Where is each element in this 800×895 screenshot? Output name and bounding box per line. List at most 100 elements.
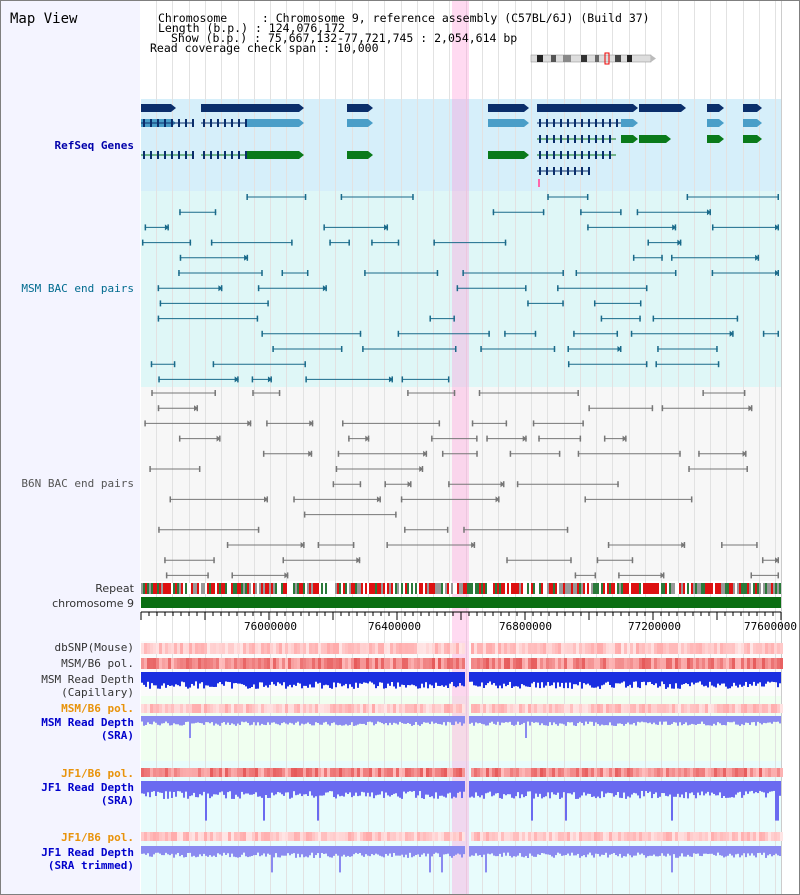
msm-depth-cap-bar [535, 672, 537, 688]
jf1-pol2-cell [558, 832, 561, 841]
msm-pol2-cell [684, 704, 687, 713]
repeat-block [745, 583, 747, 594]
jf1-pol2-cell [267, 832, 270, 841]
msm-pol2-cell [705, 704, 708, 713]
jf1-pol-cell [642, 768, 645, 777]
repeat-block [211, 583, 213, 594]
msm-bac-pair-end [261, 270, 263, 276]
jf1-depth-trim-bar [459, 846, 461, 855]
chromosome-ideogram[interactable] [529, 52, 659, 66]
gene-exon [567, 167, 569, 175]
msm-bac-pair-end [616, 330, 619, 337]
jf1-depth-trim-bar [349, 846, 351, 857]
jf1-depth-trim-bar [413, 846, 415, 857]
jf1-pol-cell [705, 768, 708, 777]
jf1-pol2-cell [369, 832, 372, 841]
gene-exon [581, 119, 583, 127]
msm-depth-sra-bar [379, 716, 381, 723]
grid-line [189, 1, 190, 894]
label-b6n-bac[interactable]: B6N BAC end pairs [21, 477, 134, 490]
label-refseq[interactable]: RefSeq Genes [54, 139, 134, 152]
msm-bac-pair-arrow [244, 254, 249, 261]
msm-pol2-cell [687, 704, 690, 713]
jf1-pol-cell [711, 768, 714, 777]
msm-pol-cell [429, 658, 432, 669]
msm-depth-sra-bar [179, 716, 181, 726]
jf1-pol-cell [387, 768, 390, 777]
jf1-depth-sra-bar [307, 781, 309, 796]
msm-depth-cap-bar [161, 672, 163, 686]
jf1-pol-cell [249, 768, 252, 777]
jf1-depth-sra-bar [647, 781, 649, 793]
repeat-block [493, 583, 495, 594]
msm-pol2-cell [459, 704, 462, 713]
msm-depth-cap-bar [297, 672, 299, 683]
selection-highlight[interactable] [452, 1, 469, 894]
msm-pol-cell [342, 658, 345, 669]
msm-depth-cap-bar [397, 672, 399, 683]
msm-depth-sra-bar [583, 716, 585, 726]
msm-depth-cap-bar [673, 672, 675, 689]
jf1-depth-trim-bar [671, 846, 673, 873]
msm-pol-cell [393, 658, 396, 669]
msm-pol-cell [588, 658, 591, 669]
jf1-depth-sra-bar [695, 781, 697, 799]
msm-depth-sra-bar [321, 716, 323, 725]
msm-depth-sra-bar [481, 716, 483, 724]
msm-bac-pair-end [547, 194, 549, 200]
b6n-bac-pair-end [446, 526, 449, 533]
b6n-bac-pair-end [453, 390, 456, 396]
jf1-depth-sra-bar [349, 781, 351, 793]
show-value: 75,667,132-77,721,745 : 2,054,614 bp [267, 31, 518, 45]
jf1-depth-sra-bar [359, 781, 361, 796]
label-msm-bac[interactable]: MSM BAC end pairs [21, 282, 134, 295]
jf1-pol2-cell [384, 832, 387, 841]
jf1-pol2-cell [648, 832, 651, 841]
msm-pol-cell [774, 658, 777, 669]
b6n-bac-pair-end [386, 542, 388, 548]
gene-exon [178, 119, 180, 127]
msm-bac-pair-arrow [218, 285, 223, 292]
jf1-depth-sra-bar [219, 781, 221, 793]
msm-pol-cell [750, 658, 753, 669]
msm-bac-pair-end [573, 330, 575, 337]
dbsnp-cell [396, 643, 399, 654]
b6n-bac-pair-end [505, 420, 508, 427]
jf1-pol2-cell [600, 832, 603, 841]
repeat-block [697, 583, 699, 594]
label-repeat: Repeat [95, 582, 134, 595]
dbsnp-cell [390, 643, 393, 654]
msm-depth-cap-bar [295, 672, 297, 686]
msm-depth-cap-bar [237, 672, 239, 684]
msm-depth-cap-bar [497, 672, 499, 689]
msm-depth-cap-bar [619, 672, 621, 684]
gene-exon [574, 119, 576, 127]
msm-pol-cell [153, 658, 156, 669]
msm-depth-cap-bar [151, 672, 153, 684]
msm-pol2-cell [546, 704, 549, 713]
repeat-block [215, 583, 217, 594]
jf1-depth-sra-bar [505, 781, 507, 796]
msm-depth-sra-bar [363, 716, 365, 724]
msm-pol2-cell [507, 704, 510, 713]
gene-exon [157, 151, 159, 159]
jf1-depth-sra-bar [593, 781, 595, 797]
repeat-block [661, 583, 663, 594]
msm-depth-cap-bar [459, 672, 461, 684]
jf1-depth-sra-bar [757, 781, 759, 794]
dbsnp-cell [750, 643, 753, 654]
jf1-depth-sra-bar [331, 781, 333, 792]
msm-pol-cell [609, 658, 612, 669]
dbsnp-cell [438, 643, 441, 654]
jf1-depth-sra-bar [373, 781, 375, 799]
gene-strand-arrow [524, 119, 529, 127]
jf1-pol2-cell [486, 832, 489, 841]
msm-bac-pair-end [281, 270, 284, 276]
jf1-depth-trim-bar [203, 846, 205, 854]
repeat-block [579, 583, 581, 594]
gene-exon [539, 167, 541, 175]
jf1-pol2-cell [141, 832, 144, 841]
repeat-block [339, 583, 341, 594]
b6n-bac-pair-end [574, 572, 577, 579]
